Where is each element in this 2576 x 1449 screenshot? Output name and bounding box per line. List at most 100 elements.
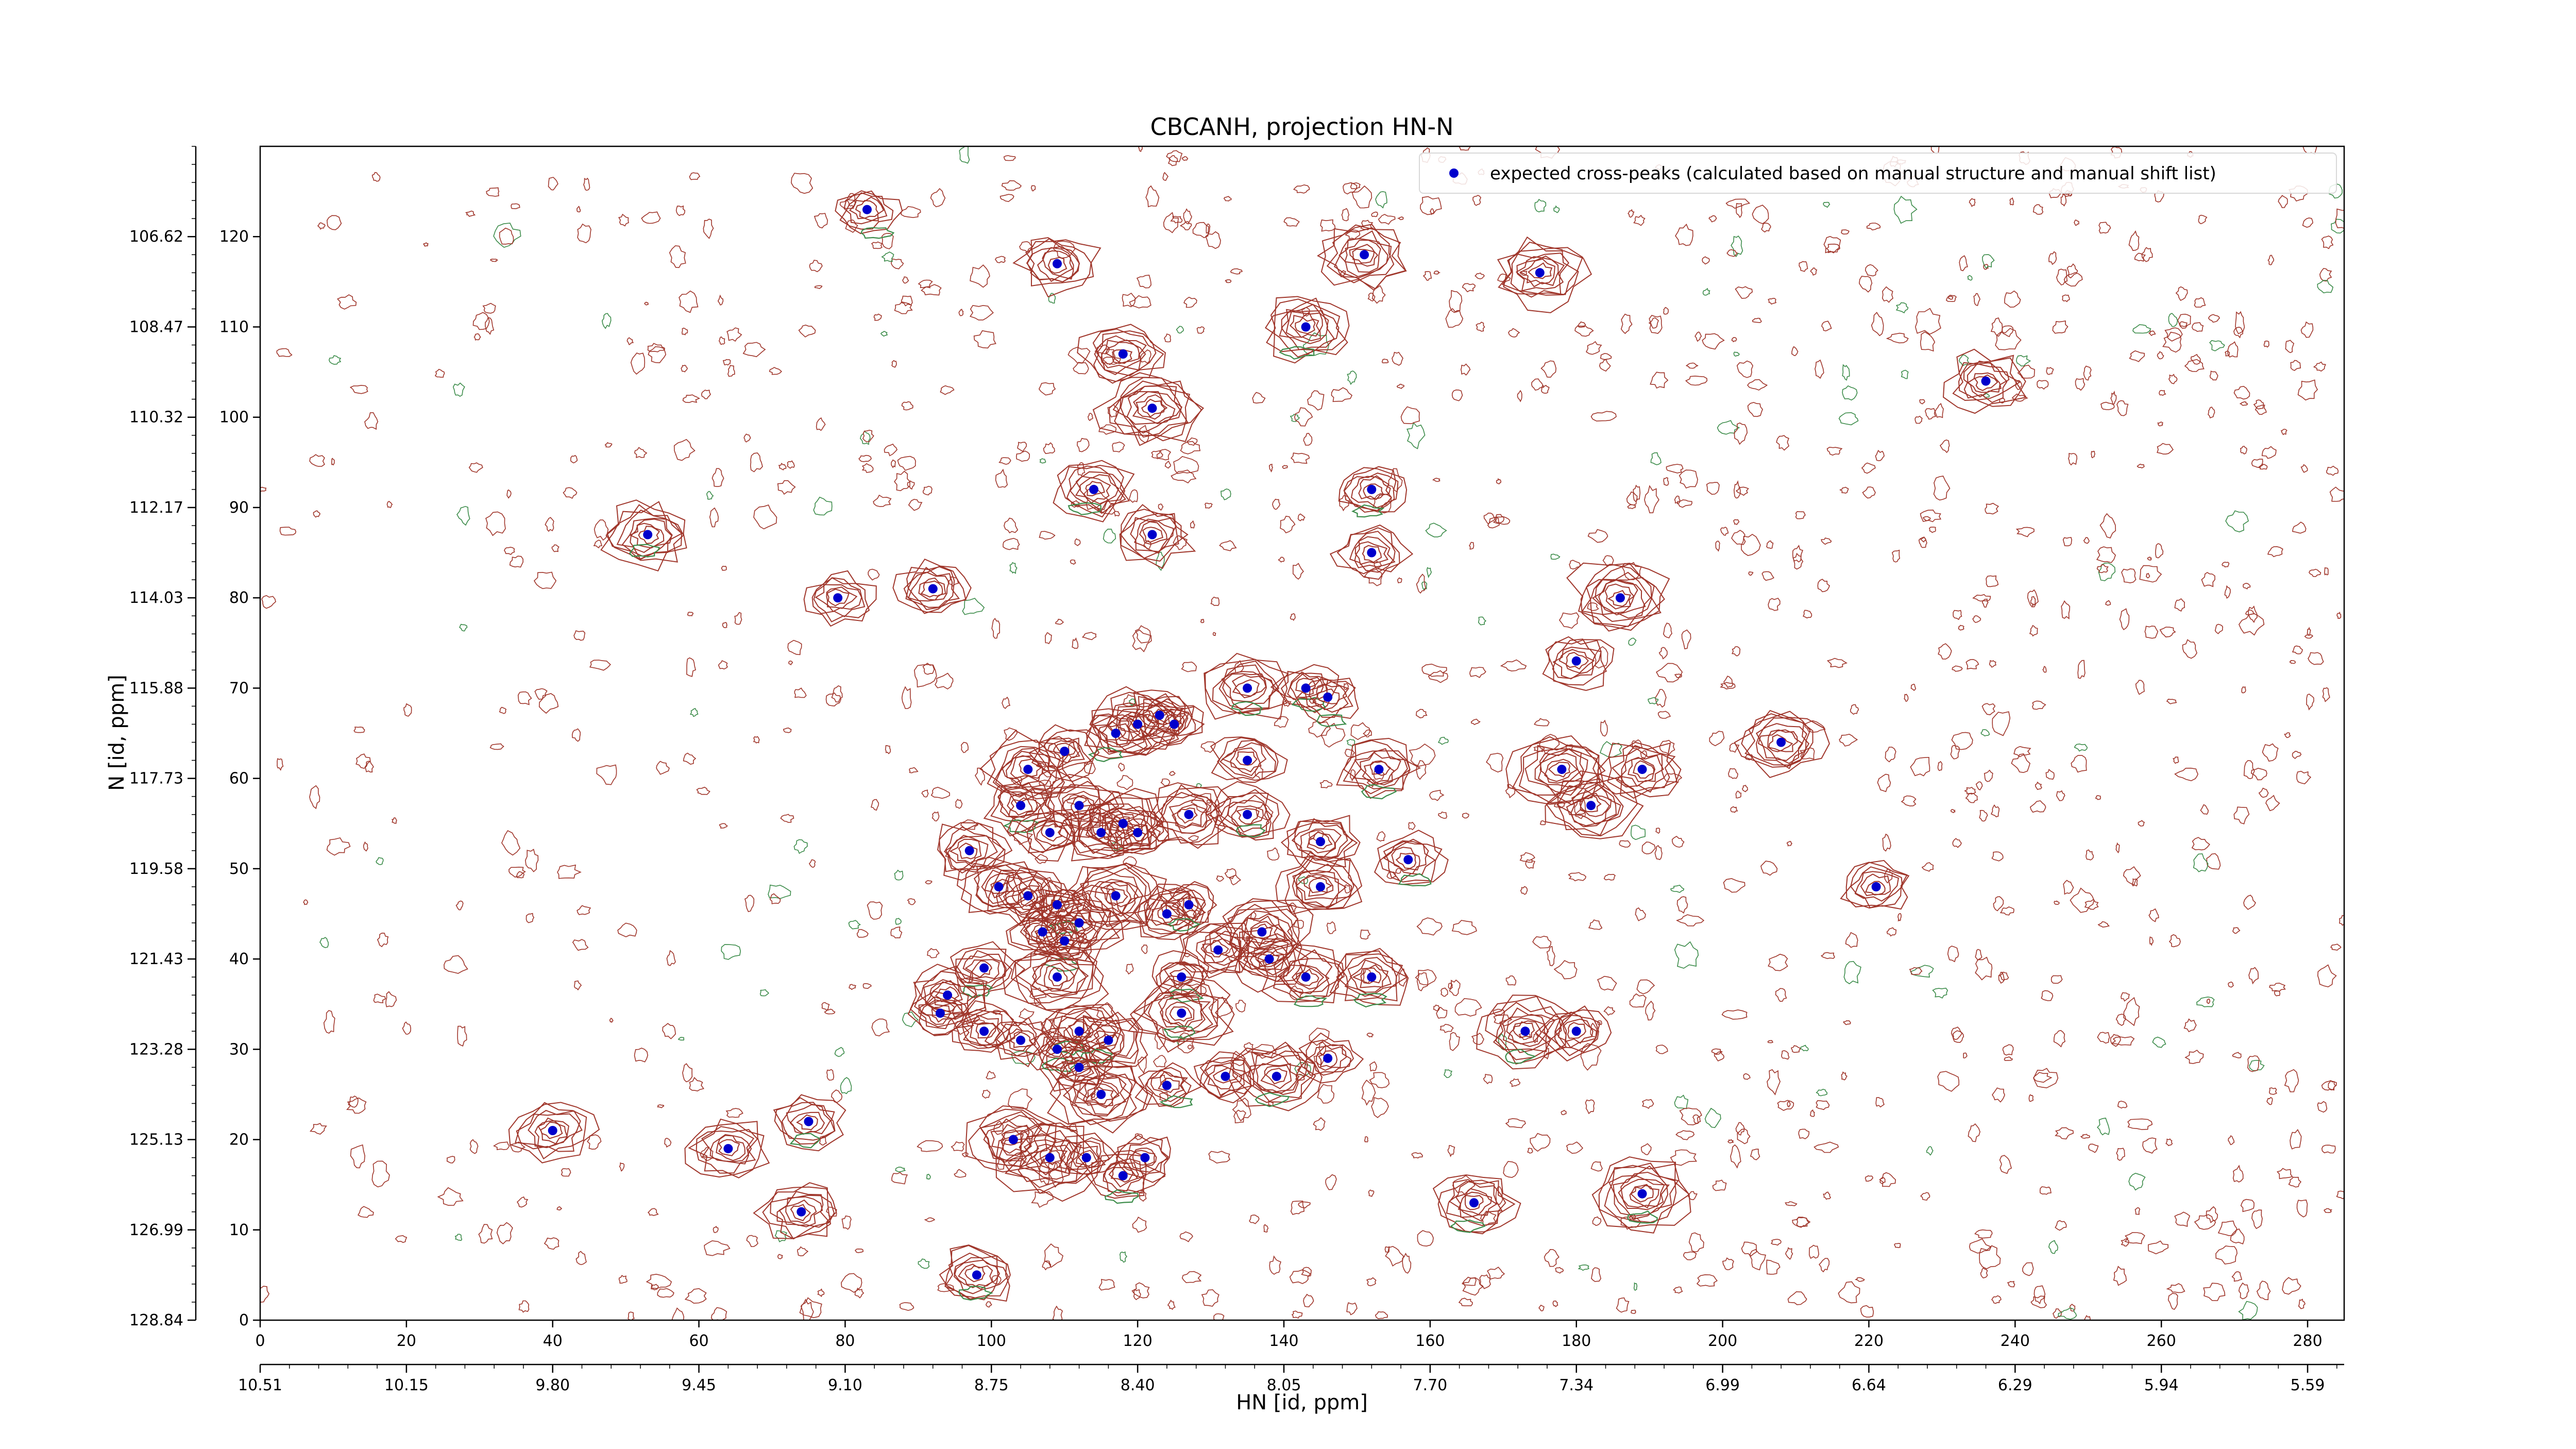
noise-contour (999, 194, 1014, 203)
noise-contour (446, 1156, 455, 1164)
noise-contour (2048, 1240, 2059, 1254)
noise-contour (1785, 1247, 1793, 1260)
noise-contour (1920, 331, 1936, 352)
noise-contour (959, 146, 970, 164)
cross-peak-point (1147, 530, 1157, 540)
noise-contour (2111, 1036, 2135, 1046)
noise-contour (1268, 463, 1274, 473)
noise-contour (666, 950, 676, 966)
noise-contour (2074, 743, 2088, 752)
peak-contour (826, 586, 858, 609)
noise-contour (1947, 946, 1959, 963)
noise-contour (1486, 752, 1504, 773)
noise-contour (1003, 155, 1016, 161)
noise-contour (1331, 387, 1353, 402)
noise-contour (364, 412, 379, 430)
peak-contour (937, 822, 1006, 872)
noise-contour (1629, 993, 1647, 1008)
y-tick-label: 90 (229, 499, 249, 517)
noise-contour (2063, 880, 2074, 895)
noise-contour (1999, 906, 2014, 916)
noise-contour (1235, 1000, 1246, 1013)
peak-contour (1053, 465, 1135, 523)
noise-contour (2045, 768, 2055, 780)
noise-contour (1733, 351, 1740, 357)
noise-contour (769, 367, 782, 375)
noise-contour (1803, 610, 1812, 619)
peak-contour (939, 822, 1013, 881)
noise-contour (880, 331, 888, 337)
peak-contour (1446, 1179, 1506, 1226)
noise-contour (2037, 380, 2049, 390)
noise-contour (1406, 422, 1426, 449)
noise-contour (1500, 659, 1527, 672)
peak-contour (1350, 476, 1392, 509)
cross-peak-point (1060, 936, 1070, 946)
noise-contour (995, 468, 1008, 488)
noise-contour (1679, 469, 1698, 488)
noise-contour (788, 660, 793, 666)
noise-contour (1289, 1269, 1311, 1284)
noise-contour (313, 510, 321, 518)
noise-contour (2329, 486, 2344, 502)
noise-contour (1361, 1080, 1376, 1106)
noise-contour (1723, 676, 1734, 688)
negative-contour (1398, 873, 1432, 887)
x-ppm-tick-label: 10.51 (238, 1376, 282, 1394)
noise-contour (1128, 489, 1138, 503)
noise-contour (276, 348, 293, 357)
noise-contour (2002, 1044, 2014, 1056)
noise-contour (2117, 1101, 2128, 1109)
cross-peak-point (964, 846, 974, 855)
noise-contour (706, 491, 714, 500)
noise-contour (1904, 694, 1909, 702)
cross-peak-point (1104, 1035, 1113, 1045)
noise-contour (1588, 919, 1603, 930)
noise-contour (277, 758, 284, 771)
legend-marker (1449, 169, 1459, 178)
peak-contour (1629, 1184, 1659, 1209)
y-tick-label: 70 (229, 679, 249, 697)
noise-contour (1663, 477, 1669, 486)
noise-contour (1799, 261, 1808, 272)
peak-contour (1257, 951, 1280, 968)
noise-contour (1838, 1281, 1860, 1304)
noise-contour (1440, 987, 1448, 997)
noise-contour (2115, 1014, 2126, 1026)
peak-contour (1146, 700, 1178, 726)
noise-contour (1999, 1155, 2012, 1174)
noise-contour (1493, 1008, 1505, 1016)
noise-contour (634, 1048, 649, 1063)
noise-contour (921, 789, 929, 798)
noise-contour (856, 929, 869, 938)
noise-contour (1965, 659, 1979, 670)
noise-contour (2157, 351, 2164, 360)
chart-title: CBCANH, projection HN-N (1150, 113, 1453, 141)
noise-contour (1736, 203, 1742, 218)
y-tick-label: 20 (229, 1131, 249, 1149)
noise-contour (1340, 270, 1347, 277)
noise-contour (753, 736, 760, 744)
noise-contour (2124, 1232, 2145, 1244)
noise-contour (2096, 1117, 2110, 1136)
peak-contour (975, 1022, 996, 1039)
noise-contour (1487, 1267, 1505, 1280)
peak-contour (1566, 789, 1612, 825)
noise-contour (473, 333, 481, 341)
noise-contour (2240, 1199, 2255, 1212)
noise-contour (2258, 787, 2269, 798)
noise-contour (1369, 1072, 1390, 1088)
noise-contour (1635, 907, 1646, 921)
noise-contour (1132, 1217, 1147, 1233)
noise-contour (1067, 347, 1091, 364)
cross-peak-point (1316, 882, 1325, 891)
noise-contour (2253, 399, 2264, 410)
noise-contour (1363, 968, 1371, 984)
peak-contour (1056, 1060, 1137, 1125)
x-tick-label: 240 (2001, 1332, 2030, 1350)
noise-contour (1992, 711, 2011, 736)
noise-contour (894, 301, 913, 314)
noise-contour (2251, 1209, 2263, 1229)
cross-peak-point (1074, 801, 1084, 811)
noise-contour (2214, 624, 2224, 634)
